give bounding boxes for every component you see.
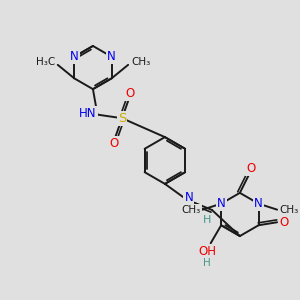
Text: CH₃: CH₃ (131, 58, 150, 68)
Text: HN: HN (79, 106, 97, 120)
Text: N: N (107, 50, 116, 63)
Text: N: N (217, 197, 226, 210)
Text: H: H (202, 214, 211, 225)
Text: N: N (254, 197, 263, 210)
Text: OH: OH (198, 245, 216, 258)
Text: O: O (279, 216, 288, 229)
Text: O: O (109, 137, 119, 150)
Text: CH₃: CH₃ (279, 205, 298, 215)
Text: CH₃: CH₃ (182, 205, 201, 215)
Text: S: S (118, 112, 126, 125)
Text: O: O (125, 86, 135, 100)
Text: H: H (203, 258, 211, 268)
Text: O: O (246, 162, 256, 176)
Text: H₃C: H₃C (35, 58, 55, 68)
Text: N: N (184, 191, 193, 205)
Text: N: N (70, 50, 79, 63)
